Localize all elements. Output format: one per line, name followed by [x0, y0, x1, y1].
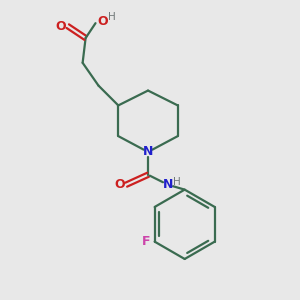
Text: O: O [56, 20, 66, 33]
Text: H: H [173, 177, 181, 187]
Text: N: N [163, 178, 173, 191]
Text: F: F [142, 235, 150, 248]
Text: N: N [143, 146, 153, 158]
Text: O: O [114, 178, 124, 191]
Text: H: H [109, 12, 116, 22]
Text: O: O [97, 15, 108, 28]
